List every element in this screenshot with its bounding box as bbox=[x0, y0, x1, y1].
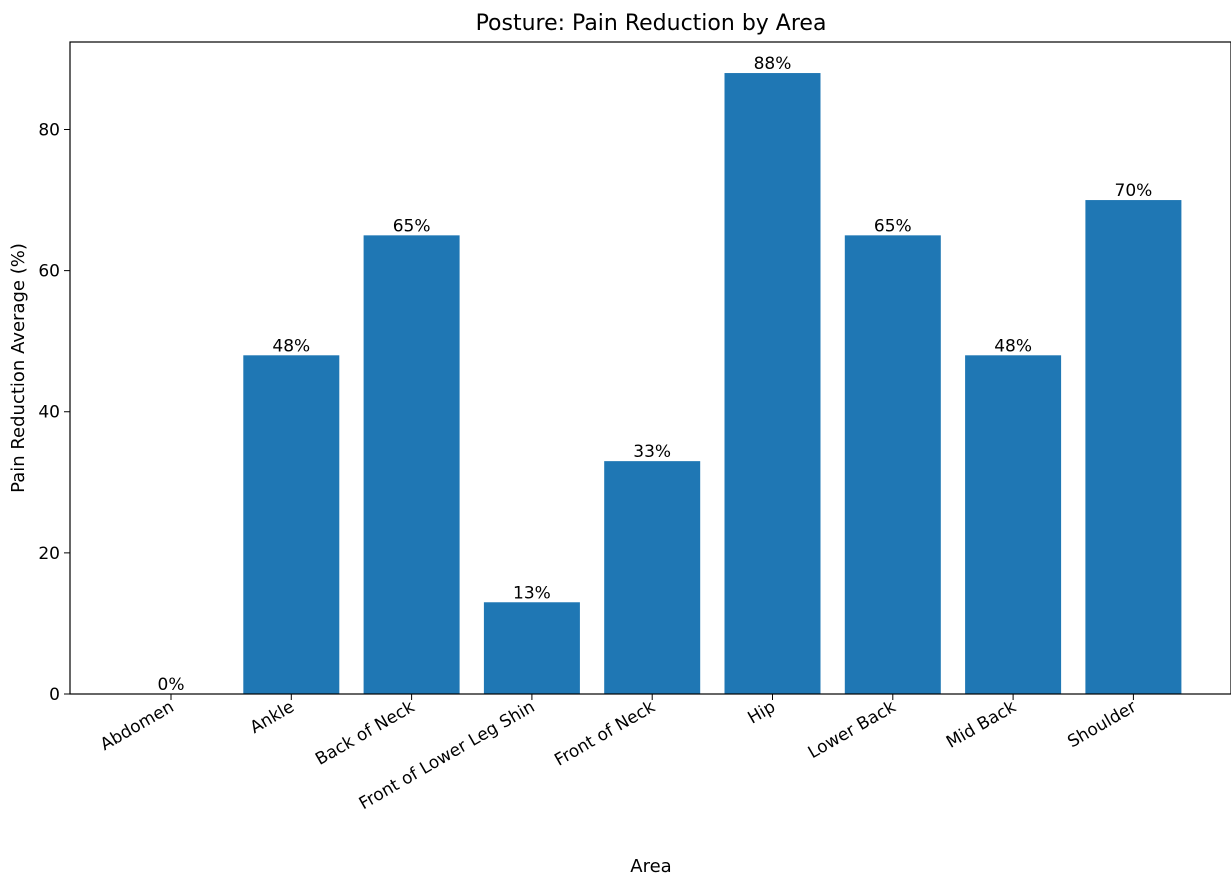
bar bbox=[604, 461, 701, 694]
bar bbox=[965, 355, 1062, 694]
x-tick-label: Mid Back bbox=[943, 697, 1020, 753]
y-axis: 0 20 40 60 80 bbox=[38, 120, 70, 705]
bar bbox=[243, 355, 340, 694]
data-labels-group: 0% 48% 65% 13% 33% 88% 65% 48% 70% bbox=[158, 54, 1153, 695]
x-tick-label: Lower Back bbox=[805, 697, 900, 763]
bar-value-label: 0% bbox=[158, 675, 185, 695]
bar-value-label: 70% bbox=[1115, 181, 1153, 201]
bar-value-label: 88% bbox=[754, 54, 792, 74]
y-axis-label: Pain Reduction Average (%) bbox=[8, 243, 29, 493]
y-tick-label: 60 bbox=[38, 262, 60, 282]
x-tick-label: Back of Neck bbox=[312, 697, 418, 770]
x-tick-label: Abdomen bbox=[97, 697, 177, 755]
bar bbox=[724, 73, 821, 695]
bar-value-label: 33% bbox=[633, 442, 671, 462]
bar-value-label: 65% bbox=[874, 216, 912, 236]
bar bbox=[1085, 200, 1182, 694]
bar-value-label: 48% bbox=[272, 336, 310, 356]
x-tick-label: Front of Neck bbox=[551, 697, 659, 771]
y-tick-label: 40 bbox=[38, 403, 60, 423]
x-tick-label: Ankle bbox=[247, 697, 298, 738]
y-tick-label: 20 bbox=[38, 544, 60, 564]
y-tick-label: 0 bbox=[49, 685, 60, 705]
bar bbox=[844, 235, 941, 695]
bar-value-label: 48% bbox=[994, 336, 1032, 356]
x-tick-label: Hip bbox=[744, 697, 779, 728]
x-tick-label: Shoulder bbox=[1064, 697, 1140, 752]
bars-group bbox=[243, 73, 1182, 695]
x-axis-label: Area bbox=[630, 856, 671, 877]
plot-frame bbox=[69, 41, 1231, 695]
bar bbox=[483, 602, 580, 694]
bar bbox=[363, 235, 460, 695]
bar-value-label: 13% bbox=[513, 583, 551, 603]
y-tick-label: 80 bbox=[38, 120, 60, 140]
bar-value-label: 65% bbox=[393, 216, 431, 236]
chart-title: Posture: Pain Reduction by Area bbox=[476, 11, 827, 36]
